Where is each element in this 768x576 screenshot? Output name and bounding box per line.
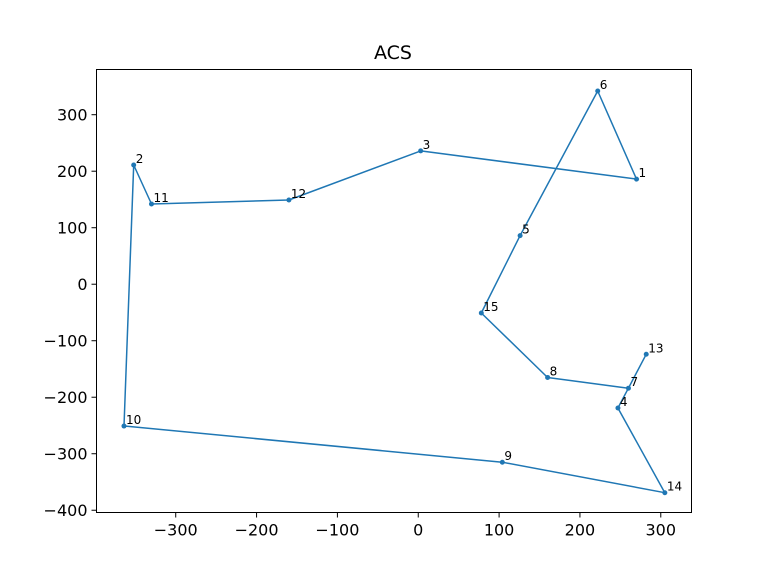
route-point xyxy=(286,197,292,203)
route-point xyxy=(643,351,649,357)
x-tick-label: 100 xyxy=(484,521,515,540)
route-point xyxy=(634,176,640,182)
x-tick-label: −200 xyxy=(235,521,279,540)
route-point xyxy=(615,405,621,411)
x-tick-label: 300 xyxy=(646,521,677,540)
y-tick-label: 0 xyxy=(77,275,87,294)
y-tick-label: −100 xyxy=(44,332,88,351)
route-point xyxy=(131,162,137,168)
y-tick-label: 100 xyxy=(57,219,88,238)
chart-title: ACS xyxy=(374,42,412,64)
route-point xyxy=(625,385,631,391)
point-label: 3 xyxy=(423,138,431,152)
point-label: 11 xyxy=(153,191,168,205)
y-tick-label: −400 xyxy=(44,501,88,520)
route-point xyxy=(662,490,668,496)
point-label: 7 xyxy=(630,375,638,389)
x-tick-label: 200 xyxy=(565,521,596,540)
point-label: 2 xyxy=(136,152,144,166)
point-label: 13 xyxy=(648,341,663,355)
x-tick-label: 0 xyxy=(413,521,423,540)
route-point xyxy=(517,233,523,239)
y-tick-label: −300 xyxy=(44,445,88,464)
route-line xyxy=(123,90,666,494)
y-axis: −400 −300 −200 −100 0 100 200 300 xyxy=(44,106,97,520)
y-tick-label: 300 xyxy=(57,106,88,125)
y-tick-label: 200 xyxy=(57,162,88,181)
point-label: 9 xyxy=(504,449,512,463)
route-point xyxy=(545,374,551,380)
route-point xyxy=(418,148,424,154)
point-label: 15 xyxy=(483,300,498,314)
point-label: 12 xyxy=(291,187,306,201)
route-point xyxy=(595,88,601,94)
x-tick-label: −300 xyxy=(154,521,198,540)
point-label: 5 xyxy=(522,223,530,237)
route-point xyxy=(499,459,505,465)
y-tick-label: −200 xyxy=(44,388,88,407)
x-tick-label: −100 xyxy=(315,521,359,540)
axes-frame xyxy=(96,69,692,513)
route-point xyxy=(478,310,484,316)
point-label: 4 xyxy=(620,395,628,409)
point-label: 8 xyxy=(550,364,558,378)
x-axis: −300 −200 −100 0 100 200 300 xyxy=(154,512,677,540)
route-point xyxy=(121,423,127,429)
point-label: 14 xyxy=(667,480,682,494)
point-label: 1 xyxy=(639,166,647,180)
point-label: 6 xyxy=(600,78,608,92)
point-label: 10 xyxy=(126,413,141,427)
route-point xyxy=(148,201,154,207)
